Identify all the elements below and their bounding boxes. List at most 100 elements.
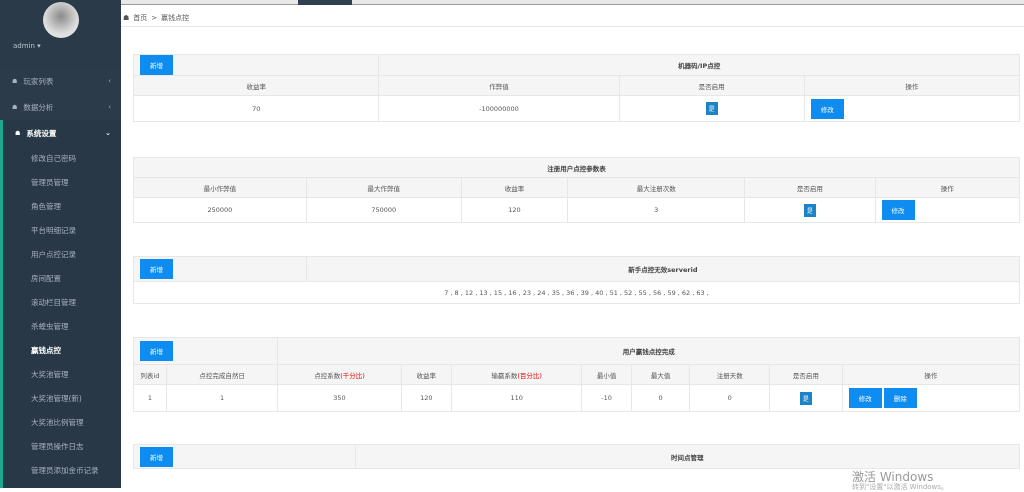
column-header: 注册天数	[689, 364, 771, 385]
sidebar-subitem[interactable]: 杀蝗虫管理	[31, 321, 69, 331]
windows-activation-hint: 转到"设置"以激活 Windows。	[852, 483, 948, 491]
chevron-left-icon: ‹	[108, 77, 111, 85]
active-tab[interactable]	[298, 0, 352, 5]
sidebar-item-settings[interactable]: ☗ 系统设置 ⌄	[3, 120, 121, 146]
edit-button[interactable]: 修改	[848, 388, 882, 408]
sidebar-subitem[interactable]: 大奖池管理	[31, 369, 69, 379]
table-title: 注册用户点控参数表	[133, 157, 1020, 178]
sidebar-group-settings: ☗ 系统设置 ⌄ 修改自己密码 管理员管理角色管理平台明细记录 用户点控记录 房间配置滚动…	[0, 120, 121, 488]
column-header: 最大作弊值	[305, 177, 462, 198]
cell: 0	[630, 384, 691, 412]
cell: 120	[400, 384, 453, 412]
column-header: 点控系数(千分比)	[277, 364, 402, 385]
add-button[interactable]: 新增	[140, 259, 173, 279]
serverid-list: 7 , 8 , 12 , 13 , 15 , 16 , 23 , 24 , 35…	[133, 281, 1020, 304]
sidebar-item-players[interactable]: ☗ 玩家列表 ‹	[0, 68, 121, 94]
column-header: 收益率	[132, 75, 380, 96]
delete-button[interactable]: 删除	[883, 388, 917, 408]
header-note: (百分比)	[517, 371, 542, 380]
breadcrumb: ☗ 首页 > 赢钱点控	[121, 9, 1024, 27]
column-header: 作弊值	[378, 75, 620, 96]
table-row: 70 -100000000 是 修改	[132, 95, 1021, 122]
sidebar-subitem[interactable]: 平台明细记录	[31, 225, 76, 235]
sidebar-subitem[interactable]: 管理员操作日志	[31, 441, 84, 451]
machine-ip-control-table: 新增 机器码/IP点控 收益率 作弊值 是否启用 操作 70 -100000000 是 修改	[132, 54, 1021, 122]
sidebar-subitem[interactable]: 赢钱点控	[31, 345, 61, 355]
cell: 0	[689, 384, 771, 412]
edit-button[interactable]: 修改	[881, 200, 915, 220]
cell: 120	[460, 197, 569, 223]
sidebar-subitem[interactable]: 角色管理	[31, 201, 61, 211]
sidebar: admin ▾ ☗ 玩家列表 ‹ ☗ 数据分析 ‹ ☗ 系统设置 ⌄ 修改自己密码 管理员管理…	[0, 0, 121, 488]
cell: -10	[581, 384, 632, 412]
column-header: 最小值	[581, 364, 632, 385]
sidebar-subitem[interactable]: 管理员管理	[31, 177, 69, 187]
header-label: 点控系数	[314, 371, 341, 380]
column-header: 是否启用	[769, 364, 843, 385]
sidebar-item-label: 玩家列表	[23, 76, 54, 86]
sidebar-item-label: 系统设置	[26, 128, 57, 138]
home-icon: ☗	[15, 129, 21, 137]
table-title: 新手点控无效serverid	[305, 256, 1021, 282]
add-button[interactable]: 新增	[140, 446, 173, 467]
sidebar-subitem[interactable]: 滚动栏目管理	[31, 297, 76, 307]
column-header: 列表id	[133, 364, 167, 385]
cell: 70	[132, 95, 380, 122]
sidebar-subitem[interactable]: 大奖池管理(新)	[31, 393, 82, 403]
column-header: 是否启用	[618, 75, 805, 96]
cell: 750000	[305, 197, 462, 223]
register-user-control-table: 注册用户点控参数表 最小作弊值 最大作弊值 收益率 最大注册次数 是否启用 操作 2500…	[133, 157, 1021, 223]
user-menu[interactable]: admin ▾	[13, 42, 41, 50]
add-button[interactable]: 新增	[140, 341, 173, 361]
breadcrumb-home[interactable]: 首页	[133, 13, 148, 22]
windows-activation-watermark: 激活 Windows	[852, 470, 934, 484]
enabled-badge[interactable]: 是	[705, 102, 718, 115]
breadcrumb-current: 赢钱点控	[161, 13, 190, 22]
table-title: 用户赢钱点控完成	[277, 337, 1020, 365]
profile: admin ▾	[0, 0, 121, 68]
column-header: 输赢系数(百分比)	[451, 364, 583, 385]
newbie-serverid-table: 新增 新手点控无效serverid 7 , 8 , 12 , 13 , 15 , …	[133, 256, 1021, 304]
home-icon: ☗	[12, 77, 18, 85]
cell: -100000000	[378, 95, 620, 122]
column-header: 收益率	[400, 364, 453, 385]
sidebar-item-label: 数据分析	[23, 102, 54, 112]
home-icon: ☗	[123, 13, 130, 22]
chevron-down-icon: ⌄	[105, 129, 111, 137]
user-win-control-table: 新增 用户赢钱点控完成 列表id 点控完成自然日 点控系数(千分比) 收益率 输赢…	[132, 337, 1021, 412]
sidebar-subitem[interactable]: 大奖池比例管理	[31, 417, 84, 427]
column-header: 操作	[803, 75, 1021, 96]
cell: 350	[277, 384, 402, 412]
column-header: 最大注册次数	[567, 177, 746, 198]
enabled-badge[interactable]: 是	[803, 203, 816, 217]
chevron-left-icon: ‹	[108, 103, 111, 111]
sidebar-item-analysis[interactable]: ☗ 数据分析 ‹	[0, 94, 121, 120]
avatar[interactable]	[42, 2, 79, 38]
table-row: 250000 750000 120 3 是 修改	[133, 197, 1021, 223]
sidebar-subitem[interactable]: 管理员添加金币记录	[31, 465, 99, 475]
add-button[interactable]: 新增	[140, 55, 173, 75]
sidebar-subitem[interactable]: 修改自己密码	[31, 153, 76, 163]
tab-bar	[121, 0, 1024, 5]
cell: 3	[567, 197, 746, 223]
breadcrumb-separator: >	[151, 13, 158, 22]
edit-button[interactable]: 修改	[810, 98, 844, 119]
time-point-table: 新增 时间点管理	[133, 444, 1020, 469]
header-label: 输赢系数	[491, 371, 518, 380]
cell: 110	[451, 384, 583, 412]
column-header: 是否启用	[744, 177, 876, 198]
sidebar-subitem[interactable]: 用户点控记录	[31, 249, 76, 259]
column-header: 最小作弊值	[133, 177, 307, 198]
enabled-badge[interactable]: 是	[799, 391, 812, 405]
table-title: 时间点管理	[354, 444, 1020, 469]
cell: 1	[165, 384, 279, 412]
cell: 250000	[133, 197, 307, 223]
column-header: 点控完成自然日	[165, 364, 279, 385]
column-header: 操作	[874, 177, 1021, 198]
sidebar-subitem[interactable]: 房间配置	[31, 273, 61, 283]
cell: 1	[133, 384, 167, 412]
table-row: 1 1 350 120 110 -10 0 0 是 修改 删除	[133, 384, 1021, 412]
column-header: 操作	[841, 364, 1021, 385]
home-icon: ☗	[12, 103, 18, 111]
table-title: 机器码/IP点控	[378, 54, 1020, 76]
